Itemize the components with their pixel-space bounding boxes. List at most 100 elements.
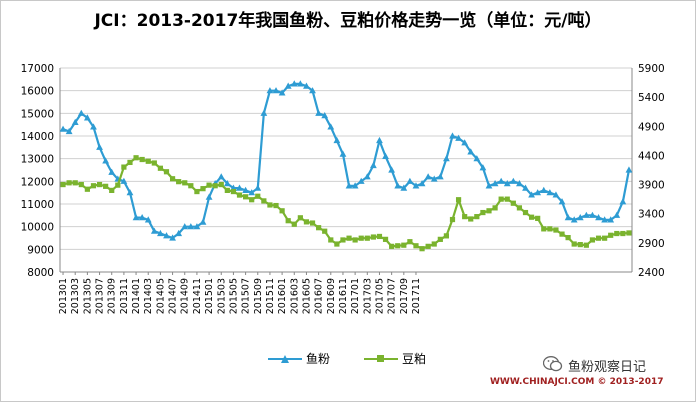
y-left-tick-label: 12000 (21, 176, 54, 188)
point-soymeal (297, 215, 303, 221)
point-fishmeal (552, 191, 560, 198)
x-tick-label: 201609 (326, 278, 337, 314)
point-fishmeal (449, 132, 456, 139)
point-fishmeal (77, 109, 85, 116)
point-fishmeal (509, 177, 517, 184)
point-soymeal (486, 208, 492, 214)
point-fishmeal (59, 125, 67, 132)
point-fishmeal (321, 112, 329, 119)
point-fishmeal (351, 182, 359, 189)
point-soymeal (303, 219, 310, 225)
point-soymeal (273, 202, 279, 209)
right-axis-ticks: 2400 2900 3400 3900 4400 4900 5400 5900 (638, 63, 665, 279)
point-soymeal (151, 160, 157, 166)
legend-item-soymeal: 豆粕 (364, 350, 426, 367)
y-right-tick-label: 2900 (638, 238, 665, 250)
point-soymeal (230, 188, 237, 195)
legend-label-soymeal: 豆粕 (402, 352, 427, 366)
y-left-tick-label: 16000 (21, 86, 54, 98)
point-fishmeal (278, 89, 286, 96)
point-fishmeal (157, 229, 164, 237)
legend-swatch-fishmeal (268, 353, 302, 365)
y-right-tick-label: 3900 (638, 180, 665, 192)
point-fishmeal (443, 155, 450, 162)
point-soymeal (96, 181, 103, 188)
point-fishmeal (217, 173, 225, 180)
x-tick-label: 201405 (155, 278, 166, 314)
x-tick-label: 201407 (168, 278, 179, 314)
point-fishmeal (290, 80, 298, 87)
x-tick-label: 201311 (119, 278, 130, 314)
point-fishmeal (607, 216, 615, 223)
x-tick-label: 201605 (301, 278, 312, 314)
point-fishmeal (503, 180, 511, 187)
point-soymeal (322, 228, 328, 234)
point-fishmeal (619, 198, 627, 205)
point-fishmeal (309, 87, 316, 94)
point-soymeal (78, 181, 84, 188)
point-soymeal (72, 180, 78, 186)
point-fishmeal (406, 177, 414, 184)
x-tick-label: 201409 (180, 278, 191, 314)
point-soymeal (334, 241, 340, 247)
point-soymeal (157, 165, 164, 171)
point-soymeal (565, 235, 571, 241)
point-fishmeal (485, 182, 493, 189)
y-left-tick-label: 9000 (27, 244, 54, 256)
point-soymeal (577, 242, 583, 248)
x-tick-label: 201709 (399, 278, 410, 314)
y-left-tick-label: 13000 (21, 154, 54, 166)
point-soymeal (468, 216, 474, 222)
point-soymeal (346, 235, 352, 241)
x-tick-label: 201611 (338, 278, 349, 314)
point-fishmeal (175, 229, 183, 237)
x-tick-label: 201401 (131, 278, 142, 314)
point-soymeal (437, 236, 443, 242)
point-fishmeal (613, 211, 621, 218)
point-soymeal (419, 246, 425, 252)
watermark-account-name: 鱼粉观察日记 (568, 360, 647, 375)
x-tick-label: 201505 (228, 278, 239, 314)
gridlines (60, 67, 632, 273)
point-soymeal (236, 192, 243, 198)
x-tick-label: 201705 (374, 278, 385, 314)
point-soymeal (504, 196, 510, 202)
point-soymeal (413, 243, 419, 249)
point-fishmeal (418, 180, 426, 187)
point-fishmeal (345, 182, 353, 189)
point-fishmeal (376, 136, 383, 144)
point-soymeal (267, 202, 273, 208)
point-soymeal (547, 226, 553, 232)
point-soymeal (364, 235, 370, 241)
point-fishmeal (589, 211, 596, 218)
point-fishmeal (272, 87, 280, 94)
point-soymeal (389, 243, 395, 249)
point-soymeal (516, 205, 523, 211)
point-soymeal (407, 239, 413, 245)
y-left-tick-label: 8000 (27, 267, 54, 279)
point-soymeal (291, 221, 297, 227)
legend: 鱼粉 豆粕 (0, 350, 696, 370)
point-fishmeal (516, 180, 523, 187)
y-left-tick-label: 11000 (21, 199, 54, 211)
point-fishmeal (96, 143, 103, 150)
x-tick-label: 201509 (253, 278, 264, 314)
y-left-tick-label: 14000 (21, 131, 54, 143)
point-soymeal (559, 231, 565, 237)
x-tick-label: 201303 (70, 278, 81, 314)
point-fishmeal (388, 166, 396, 173)
point-fishmeal (491, 180, 499, 187)
point-fishmeal (625, 166, 633, 173)
point-soymeal (462, 214, 468, 220)
wechat-icon (543, 356, 563, 372)
point-soymeal (182, 180, 188, 186)
point-fishmeal (169, 234, 176, 241)
point-fishmeal (479, 164, 487, 171)
point-fishmeal (120, 177, 128, 184)
point-fishmeal (534, 189, 542, 196)
point-soymeal (218, 181, 224, 188)
watermark-footer: WWW.CHINAJCI.COM © 2013-2017 (490, 377, 664, 387)
point-soymeal (285, 218, 291, 224)
point-fishmeal (540, 186, 548, 193)
point-soymeal (510, 200, 516, 206)
